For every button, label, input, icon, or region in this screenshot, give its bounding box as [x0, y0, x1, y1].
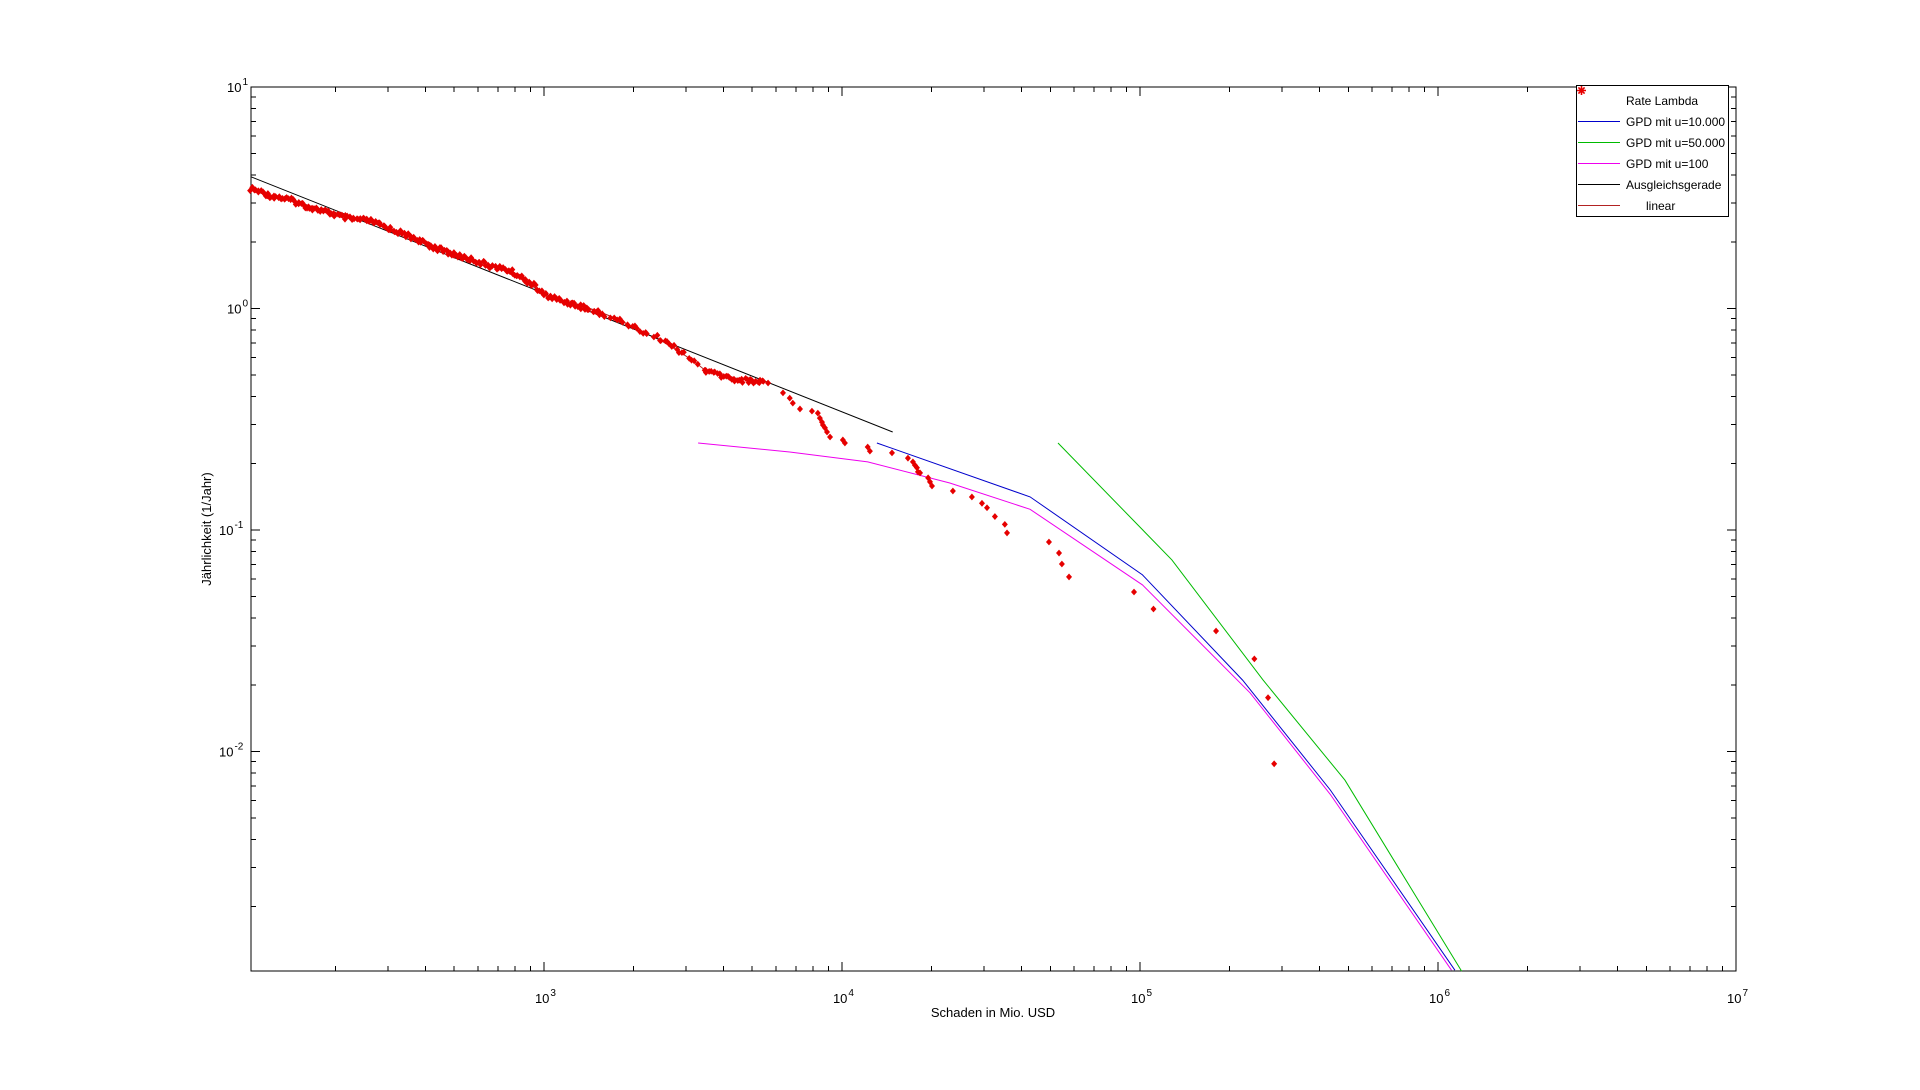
legend-line-swatch — [1577, 121, 1621, 122]
x-axis-label: Schaden in Mio. USD — [931, 1005, 1055, 1020]
legend-entry-1: GPD mit u=10.000 — [1577, 111, 1728, 132]
legend-entry-4: Ausgleichsgerade — [1577, 174, 1728, 195]
tick-marks — [251, 86, 1737, 971]
y-tick-label: 10-1 — [219, 520, 244, 538]
x-tick-label: 106 — [1429, 988, 1450, 1006]
axes-box — [250, 86, 1737, 972]
legend-label: GPD mit u=50.000 — [1626, 135, 1726, 150]
legend-label: GPD mit u=100 — [1626, 156, 1709, 171]
series-gpd-u100 — [698, 442, 1452, 971]
series-gpd-u10000 — [876, 442, 1456, 971]
y-tick-label: 101 — [227, 77, 248, 95]
legend-entry-3: GPD mit u=100 — [1577, 153, 1728, 174]
series-gpd-u50000 — [1057, 442, 1463, 972]
legend-entry-5: linear — [1577, 195, 1728, 216]
x-tick-label: 103 — [535, 988, 556, 1006]
legend-label: GPD mit u=10.000 — [1626, 114, 1726, 129]
series-rate-lambda — [247, 183, 1278, 768]
legend-line-swatch — [1577, 205, 1621, 206]
y-tick-label: 10-2 — [219, 741, 244, 759]
tick-labels: 103 104 105 106 107 101 100 10-1 10-2 — [219, 77, 1748, 1006]
legend-label: Rate Lambda — [1626, 93, 1699, 108]
series-linear — [250, 189, 766, 383]
y-axis-label: Jährlichkeit (1/Jahr) — [199, 472, 214, 585]
y-tick-label: 100 — [227, 298, 248, 316]
legend-line-swatch — [1577, 184, 1621, 185]
legend-line-swatch — [1577, 142, 1621, 143]
legend-line-swatch — [1577, 163, 1621, 164]
legend-label: Ausgleichsgerade — [1626, 177, 1722, 192]
legend-entry-2: GPD mit u=50.000 — [1577, 132, 1728, 153]
legend-box: Rate Lambda GPD mit u=10.000 GPD mit u=50.… — [1576, 85, 1729, 217]
x-tick-label: 105 — [1131, 988, 1152, 1006]
x-tick-label: 104 — [833, 988, 854, 1006]
x-tick-label: 107 — [1727, 988, 1748, 1006]
legend-label: linear — [1646, 198, 1676, 213]
legend-entry-0: Rate Lambda — [1577, 86, 1728, 111]
